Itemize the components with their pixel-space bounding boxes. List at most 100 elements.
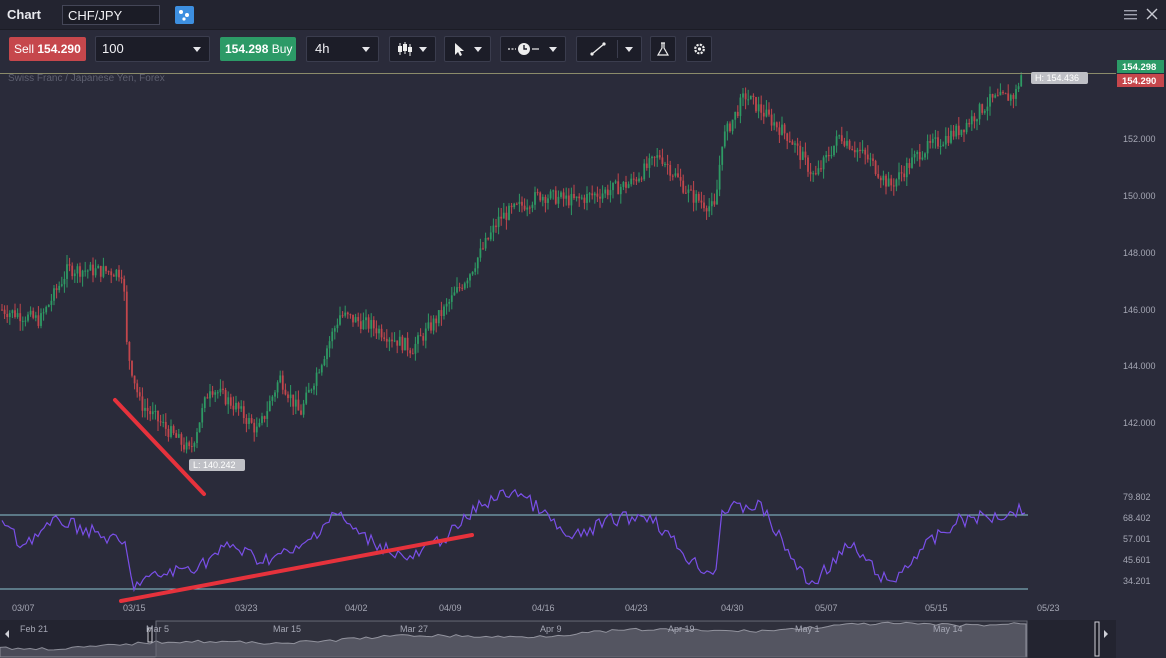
candle-body (781, 124, 783, 135)
candle-body (289, 394, 292, 399)
trend-line-price[interactable] (113, 398, 206, 496)
crosshair-tool-select[interactable] (500, 36, 566, 62)
candle-body (911, 157, 913, 168)
candle-body (833, 145, 835, 156)
candle-body (240, 406, 243, 409)
candle-body (731, 119, 734, 132)
candle-body (284, 389, 287, 395)
candle-body (978, 104, 981, 120)
candle-body (617, 181, 620, 195)
scroll-right-icon[interactable] (1104, 630, 1108, 638)
price-tick: 148.000 (1123, 248, 1156, 258)
candle-body (817, 168, 820, 175)
timeframe-select[interactable]: 4h (306, 36, 379, 62)
chevron-down-icon (362, 47, 370, 52)
candle-body (739, 97, 742, 116)
candle-body (929, 141, 932, 143)
chart-type-select[interactable] (389, 36, 436, 62)
candle-body (232, 405, 235, 410)
bid-price-tag (1117, 74, 1164, 87)
candle-body (1012, 95, 1015, 99)
candle-body (110, 271, 113, 276)
candle-body (73, 273, 76, 277)
candle-body (939, 146, 942, 148)
cursor-tool-select[interactable] (444, 36, 491, 62)
trend-line-rsi[interactable] (119, 533, 474, 603)
candle-body (814, 173, 817, 175)
candle-body (422, 336, 425, 341)
candle-body (263, 416, 266, 419)
candle-body (622, 182, 625, 187)
navigator-window[interactable] (155, 620, 1028, 658)
buy-label: Buy (271, 42, 293, 56)
candle-body (487, 237, 490, 240)
candle-body (674, 173, 677, 176)
candle-body (378, 328, 380, 334)
symbol-input[interactable] (62, 5, 160, 25)
chevron-down-icon (193, 47, 201, 52)
candle-body (752, 95, 755, 98)
candle-body (362, 320, 365, 329)
candle-body (266, 411, 269, 419)
candle-body (188, 442, 191, 447)
candle-body (916, 151, 919, 155)
quantity-select[interactable]: 100 (95, 36, 210, 62)
candle-body (749, 95, 752, 100)
candle-body (440, 310, 443, 316)
candle-body (99, 265, 102, 277)
candle-body (778, 127, 781, 135)
candle-body (229, 397, 232, 406)
navigator-handle-left[interactable] (147, 627, 153, 643)
candle-body (627, 184, 630, 188)
candle-body (744, 93, 747, 100)
candle-body (664, 163, 666, 165)
candle-body (162, 421, 165, 423)
candle-body (973, 116, 976, 122)
low-label: L: 140.242 (193, 460, 236, 470)
candle-body (950, 130, 952, 143)
candle-body (541, 196, 544, 201)
candle-body (645, 163, 648, 168)
candle-body (336, 324, 339, 329)
settings-button[interactable] (686, 36, 712, 62)
candle-body (1002, 91, 1004, 94)
candle-body (292, 394, 295, 407)
candle-body (86, 270, 89, 272)
candle-body (456, 287, 458, 293)
candle-body (484, 237, 487, 249)
candle-body (544, 196, 547, 203)
candle-body (619, 186, 622, 195)
indicators-button[interactable] (650, 36, 676, 62)
cursor-arrow-icon (455, 43, 464, 56)
buy-button[interactable]: 154.298 Buy (220, 37, 296, 61)
navigator-tick: May 14 (933, 624, 963, 634)
candle-body (391, 339, 393, 342)
drawing-tool-select[interactable] (576, 36, 642, 62)
candle-body (227, 397, 230, 405)
scroll-left-icon[interactable] (5, 630, 9, 638)
trend-line-icon (590, 42, 606, 56)
candle-body (115, 269, 118, 277)
candle-body (695, 193, 698, 203)
rsi-line (1, 488, 1026, 593)
candle-body (55, 288, 58, 291)
menu-icon[interactable] (1124, 8, 1138, 22)
candle-body (297, 399, 300, 411)
navigator-handle[interactable] (1094, 621, 1100, 657)
candle-body (653, 156, 656, 158)
candle-body (409, 350, 412, 354)
candle-body (905, 163, 908, 178)
symbol-search-button[interactable] (175, 6, 194, 24)
candle-body (697, 193, 700, 201)
candle-body (445, 303, 448, 307)
date-tick: 04/23 (625, 603, 648, 613)
candle-body (705, 208, 708, 212)
candle-body (47, 304, 50, 307)
plot-area (0, 69, 1116, 620)
candle-body (583, 197, 586, 203)
navigator-tick: May 1 (795, 624, 820, 634)
sell-button[interactable]: Sell 154.290 (9, 37, 86, 61)
close-icon[interactable] (1145, 7, 1159, 21)
candle-body (120, 277, 123, 279)
